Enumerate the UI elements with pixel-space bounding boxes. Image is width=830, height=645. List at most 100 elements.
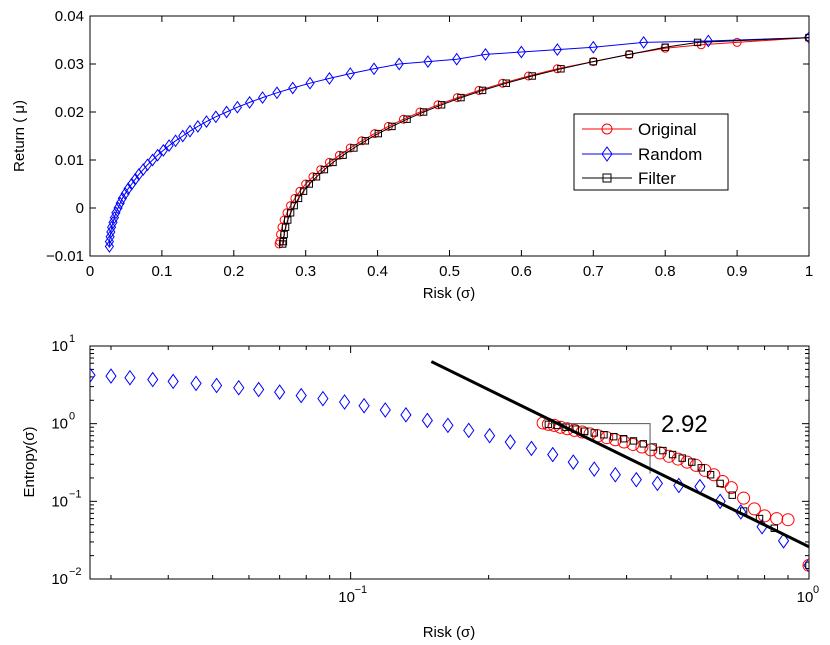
bottom-point-filter [544, 420, 553, 429]
top-point-filter [388, 122, 396, 131]
bottom-point-original [781, 513, 795, 527]
top-point-filter [437, 101, 446, 109]
legend-swatch-marker-filter [602, 173, 612, 183]
legend-label-original: Original [638, 120, 697, 139]
bottom-y-tick-label: 10 [51, 571, 68, 588]
bottom-y-tick-exponent: 1 [69, 333, 75, 345]
top-point-filter [528, 72, 536, 80]
legend-box [573, 113, 729, 191]
bottom-point-random [190, 375, 202, 392]
bottom-point-original [671, 452, 685, 466]
top-series-filter [278, 33, 809, 248]
top-y-tick-label: 0.01 [55, 152, 84, 169]
top-point-random [232, 100, 243, 114]
bottom-point-random [400, 406, 412, 423]
bottom-point-original [698, 463, 712, 477]
top-point-random [588, 40, 598, 54]
top-point-random [113, 201, 123, 215]
top-point-random [123, 182, 133, 196]
top-point-filter [502, 79, 511, 87]
top-x-tick-label: 1 [805, 263, 813, 280]
top-point-filter [299, 187, 308, 195]
legend-swatch-marker-random [601, 146, 613, 162]
bottom-point-random [442, 417, 454, 434]
bottom-point-random [651, 475, 664, 492]
bottom-point-filter [629, 437, 638, 445]
legend-item-random: Random [582, 145, 702, 164]
top-point-random [221, 105, 232, 119]
bottom-y-tick-exponent: −1 [69, 488, 82, 500]
bottom-y-axis-label: Entropy(σ) [21, 427, 38, 498]
bottom-y-tick-label: 10 [51, 493, 68, 510]
bottom-series-group [90, 360, 809, 574]
bottom-point-filter [590, 429, 598, 437]
top-point-random [193, 119, 203, 133]
legend-item-original: Original [582, 120, 697, 139]
bottom-point-random [714, 493, 726, 510]
bottom-series-original [536, 416, 809, 572]
top-x-tick-label: 0.6 [511, 263, 532, 280]
top-point-filter [350, 144, 358, 152]
bottom-point-filter [610, 432, 618, 441]
top-point-random [703, 34, 713, 48]
bottom-point-filter [639, 440, 647, 448]
bottom-point-original [758, 509, 772, 523]
bottom-point-random [105, 368, 117, 384]
bottom-point-filter [678, 454, 686, 462]
top-point-filter [280, 230, 288, 239]
top-point-random [109, 211, 120, 225]
bottom-point-filter [668, 450, 677, 459]
top-y-tick-label: 0 [76, 200, 84, 217]
top-point-filter [284, 216, 292, 224]
top-point-filter [419, 108, 428, 116]
top-x-axis-label: Risk (σ) [423, 285, 476, 302]
top-point-original [624, 49, 634, 59]
bottom-point-random [274, 384, 286, 400]
top-x-tick-label: 0.7 [583, 263, 604, 280]
bottom-chart: 10 −1 10 010 −210 −110 010 1 Risk (σ) Entropy(σ… [21, 333, 819, 641]
top-y-axis-label: Return ( μ) [11, 100, 28, 172]
top-point-random [423, 55, 433, 69]
top-point-random [272, 86, 282, 100]
top-x-tick-label: 0.4 [367, 263, 388, 280]
top-point-original [732, 37, 742, 47]
bottom-point-random [338, 394, 351, 410]
top-point-random [305, 76, 315, 90]
top-x-tick-label: 0.8 [655, 263, 676, 280]
bottom-point-random [504, 434, 516, 450]
bottom-point-random [630, 471, 642, 488]
bottom-point-original [737, 491, 751, 505]
top-point-filter [589, 57, 597, 66]
top-line-random [108, 37, 809, 247]
bottom-point-filter [706, 471, 715, 479]
bottom-point-original [770, 512, 784, 526]
top-x-tick-label: 0.9 [727, 263, 748, 280]
bottom-point-random [421, 412, 433, 429]
bottom-x-tick-exponent: 0 [813, 584, 819, 596]
bottom-point-random [90, 367, 96, 384]
bottom-point-random [210, 377, 223, 394]
bottom-point-filter [697, 464, 705, 472]
top-point-filter [339, 151, 347, 159]
top-point-random [106, 220, 117, 234]
top-point-random [211, 110, 221, 124]
legend-label-random: Random [638, 145, 702, 164]
bottom-point-random [379, 402, 391, 418]
top-point-filter [374, 129, 383, 138]
bottom-point-filter [580, 427, 589, 435]
bottom-series-random [90, 367, 809, 574]
top-point-random [201, 115, 212, 129]
bottom-point-random [588, 461, 600, 477]
top-point-filter [278, 240, 287, 248]
top-chart: 0 0.1 0.2 0.3 0.4 0.5 0.6 0.7 0.8 0.9 1−0.0100.010… [11, 8, 813, 302]
top-point-filter [294, 194, 303, 203]
top-point-filter [329, 158, 337, 167]
bottom-point-random [253, 381, 265, 398]
top-point-random [104, 239, 115, 253]
top-point-filter [661, 43, 669, 51]
top-point-filter [557, 65, 565, 73]
bottom-point-filter [716, 479, 724, 488]
bottom-x-axis-label: Risk (σ) [423, 624, 476, 641]
top-point-random [170, 134, 181, 148]
